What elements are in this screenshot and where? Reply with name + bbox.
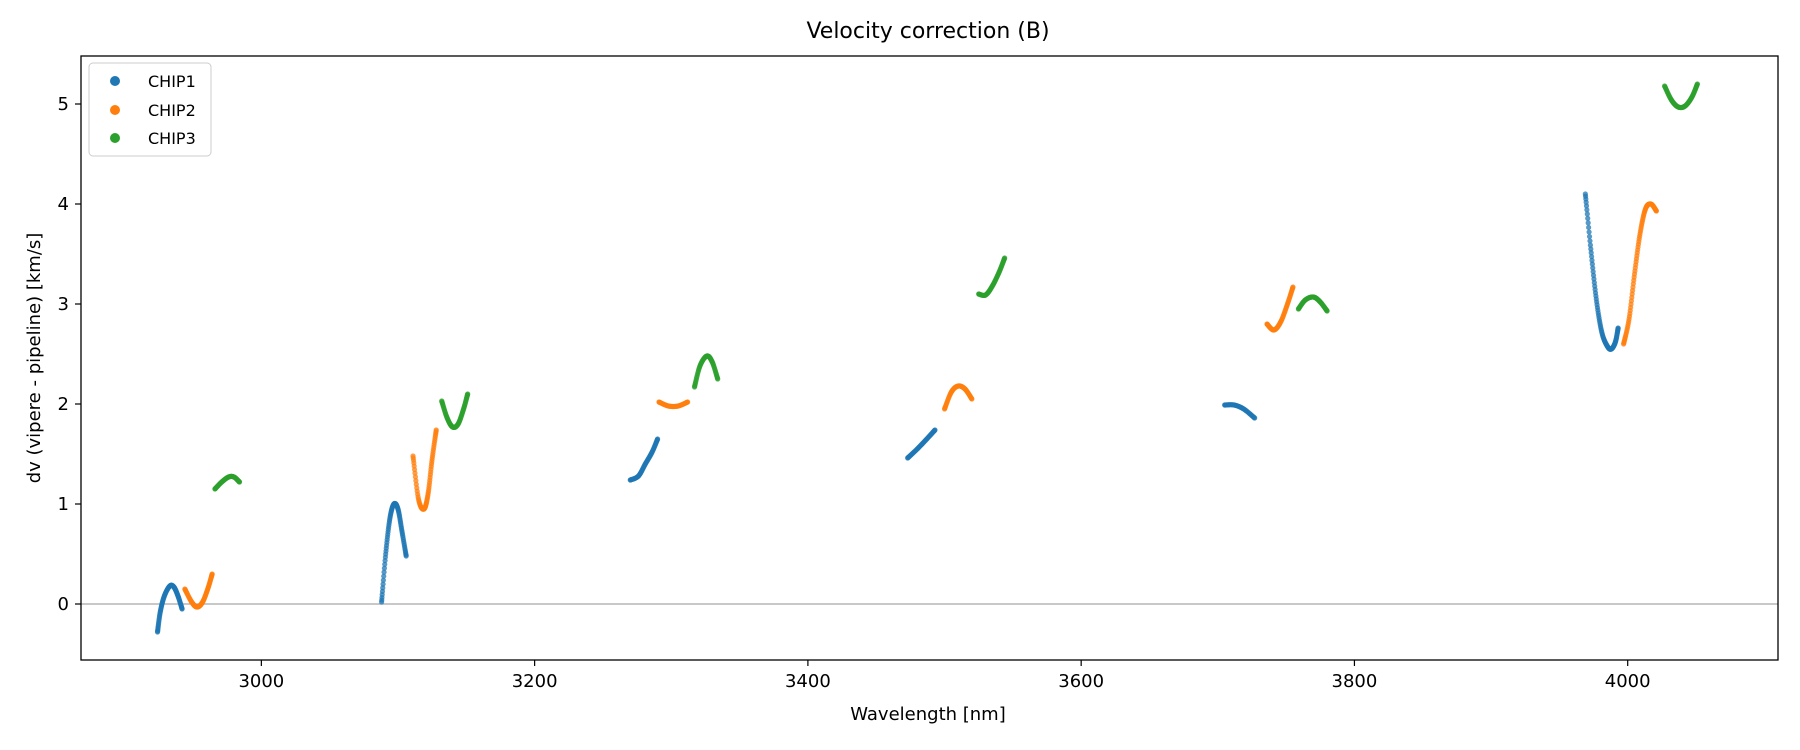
data-point: [433, 427, 439, 433]
x-tick-label: 3000: [238, 671, 284, 692]
y-tick-label: 1: [58, 494, 69, 515]
plot-frame: [80, 55, 1779, 661]
x-tick-label: 3800: [1332, 671, 1378, 692]
data-point: [1588, 246, 1594, 252]
series-segment: [1621, 201, 1659, 347]
y-tick-label: 2: [58, 394, 69, 415]
series-segment: [379, 500, 409, 605]
legend: CHIP1 CHIP2 CHIP3: [88, 62, 212, 157]
data-point: [1586, 224, 1592, 231]
data-point: [1694, 81, 1700, 87]
series-segment: [1264, 284, 1296, 333]
data-point: [1584, 207, 1590, 213]
legend-label-chip1: CHIP1: [148, 72, 196, 91]
legend-marker-chip1: [110, 76, 120, 86]
data-point: [381, 573, 387, 579]
x-tick-label: 3200: [512, 671, 558, 692]
legend-box: [88, 62, 212, 157]
legend-label-chip3: CHIP3: [148, 129, 196, 148]
data-point: [1252, 415, 1258, 421]
data-point: [380, 585, 386, 591]
data-point: [403, 553, 409, 559]
data-point: [1587, 242, 1594, 248]
x-tick-label: 3600: [1058, 671, 1104, 692]
data-point: [236, 479, 243, 485]
series-chip1: [154, 191, 1621, 635]
series-segment: [182, 571, 215, 610]
data-point: [380, 577, 386, 583]
series-segment: [941, 383, 975, 412]
series-segment: [976, 255, 1008, 299]
data-point: [465, 391, 471, 397]
series-segment: [905, 427, 938, 461]
legend-label-chip2: CHIP2: [148, 101, 196, 120]
y-tick-label: 5: [58, 94, 69, 115]
y-tick-label: 0: [58, 594, 69, 615]
data-point: [1653, 208, 1659, 214]
data-point: [209, 571, 215, 577]
series-segment: [212, 473, 243, 492]
x-tick-label: 4000: [1605, 671, 1651, 692]
data-point: [1588, 253, 1595, 260]
data-point: [1585, 215, 1591, 221]
data-point: [1585, 220, 1591, 226]
series-segment: [691, 353, 721, 390]
series-segment: [1582, 191, 1621, 352]
series-segment: [439, 391, 471, 430]
series-segment: [1661, 81, 1700, 111]
data-point: [1586, 233, 1593, 240]
y-axis-label: dv (vipere - pipeline) [km/s]: [24, 233, 45, 484]
data-point: [1587, 238, 1593, 244]
data-point: [969, 396, 975, 402]
series-segment: [656, 399, 691, 410]
data-point: [1583, 203, 1590, 209]
data-point: [1589, 261, 1595, 267]
series-segment: [1222, 402, 1258, 421]
data-point: [1590, 265, 1596, 271]
legend-marker-chip2: [110, 105, 120, 115]
y-tick-label: 3: [58, 294, 69, 315]
data-point: [1584, 211, 1590, 217]
data-point: [1290, 284, 1296, 290]
data-point: [715, 376, 721, 382]
data-point: [380, 581, 386, 587]
data-point: [1588, 250, 1594, 256]
data-point: [381, 569, 387, 575]
series-segment: [627, 436, 661, 483]
data-point: [381, 565, 387, 571]
series-segment: [154, 582, 185, 635]
data-point: [685, 399, 691, 405]
series-chip2: [182, 201, 1659, 610]
series-chip3: [212, 81, 1700, 492]
data-point: [1589, 257, 1595, 263]
series-segment: [410, 427, 439, 512]
data-point: [1324, 308, 1330, 314]
data-point: [932, 427, 938, 433]
data-point: [1586, 229, 1592, 235]
chart-title: Velocity correction (B): [806, 19, 1049, 44]
data-point: [1002, 255, 1008, 261]
data-point: [179, 606, 185, 612]
x-axis-label: Wavelength [nm]: [850, 704, 1006, 725]
series-segment: [1295, 294, 1330, 314]
legend-marker-chip3: [110, 133, 120, 143]
data-point: [1615, 325, 1621, 331]
x-tick-label: 3400: [785, 671, 831, 692]
y-tick-label: 4: [58, 194, 69, 215]
data-point: [655, 436, 661, 442]
